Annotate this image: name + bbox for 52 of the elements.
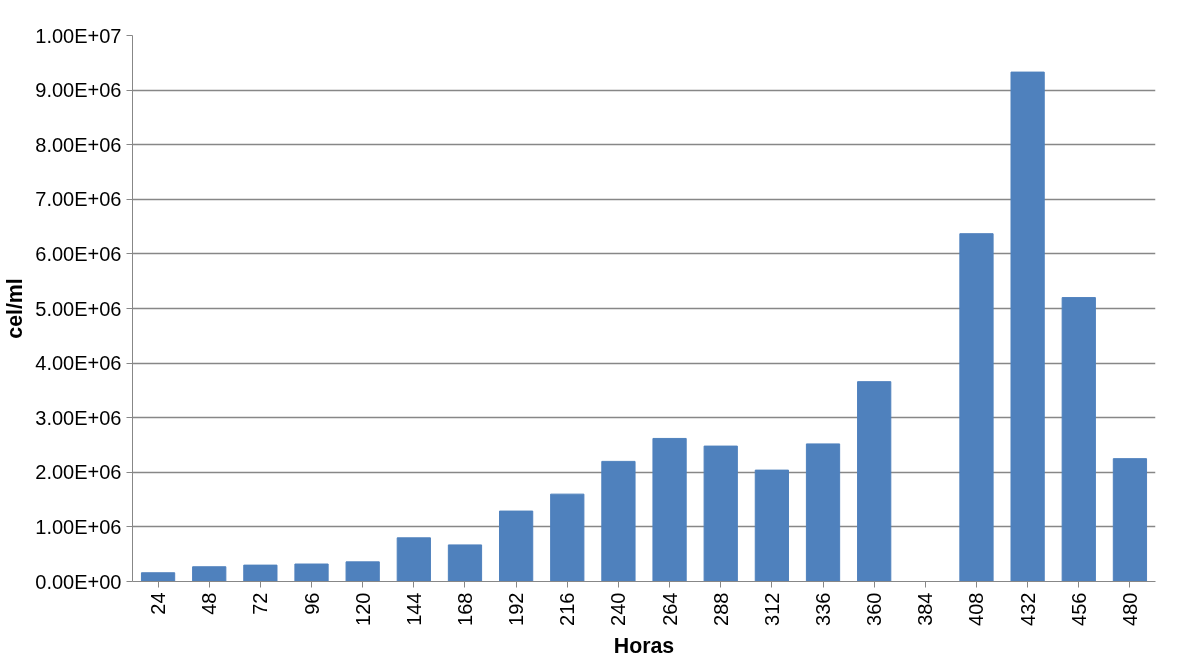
x-tick-label: 408 xyxy=(965,592,988,626)
bar xyxy=(959,233,994,582)
bar xyxy=(294,563,329,582)
x-tick-label: 312 xyxy=(760,592,783,626)
bar xyxy=(652,437,687,582)
x-tick-label: 144 xyxy=(402,592,425,626)
x-tick-label: 240 xyxy=(607,592,630,626)
x-axis-title: Horas xyxy=(613,633,675,658)
bar xyxy=(447,544,483,582)
x-tick-label: 456 xyxy=(1067,592,1090,626)
y-axis-title: cel/ml xyxy=(3,278,28,339)
x-tick-label: 384 xyxy=(914,592,937,626)
y-tick-label: 5.00E+06 xyxy=(35,297,122,320)
y-tick-label: 1.00E+07 xyxy=(35,24,122,47)
bar xyxy=(754,469,789,582)
y-tick-label: 9.00E+06 xyxy=(35,79,122,102)
x-tick-label: 48 xyxy=(198,592,221,615)
y-tick-label: 0.00E+00 xyxy=(35,570,122,593)
bar xyxy=(1061,297,1096,582)
bar xyxy=(192,566,227,582)
y-tick-label: 2.00E+06 xyxy=(35,461,122,484)
x-tick-label: 72 xyxy=(249,592,272,615)
bar xyxy=(1112,458,1148,582)
x-tick-label: 216 xyxy=(556,592,579,626)
bar xyxy=(1010,71,1045,582)
bar xyxy=(396,537,431,582)
x-tick-label: 24 xyxy=(147,592,170,615)
y-tick-label: 6.00E+06 xyxy=(35,242,122,265)
x-tick-label: 120 xyxy=(351,592,374,626)
x-tick-label: 168 xyxy=(453,592,476,626)
x-tick-label: 360 xyxy=(863,592,886,626)
bar xyxy=(550,493,585,582)
x-tick-label: 264 xyxy=(658,592,681,626)
bar xyxy=(140,572,176,582)
x-tick-label: 336 xyxy=(812,592,835,626)
x-tick-label: 192 xyxy=(505,592,528,626)
bar xyxy=(857,381,892,582)
y-tick-label: 3.00E+06 xyxy=(35,406,122,429)
bar xyxy=(703,445,738,582)
y-tick-label: 1.00E+06 xyxy=(35,515,122,538)
x-tick-label: 288 xyxy=(709,592,732,626)
x-tick-label: 480 xyxy=(1118,592,1141,626)
y-tick-label: 7.00E+06 xyxy=(35,188,122,211)
bar xyxy=(601,460,636,582)
x-tick-label: 96 xyxy=(300,592,323,615)
y-tick-label: 8.00E+06 xyxy=(35,133,122,156)
y-tick-label: 4.00E+06 xyxy=(35,352,122,375)
bar xyxy=(345,561,380,582)
bar xyxy=(243,564,278,582)
bar xyxy=(805,443,841,582)
bar xyxy=(499,510,534,582)
x-tick-label: 432 xyxy=(1016,592,1039,626)
